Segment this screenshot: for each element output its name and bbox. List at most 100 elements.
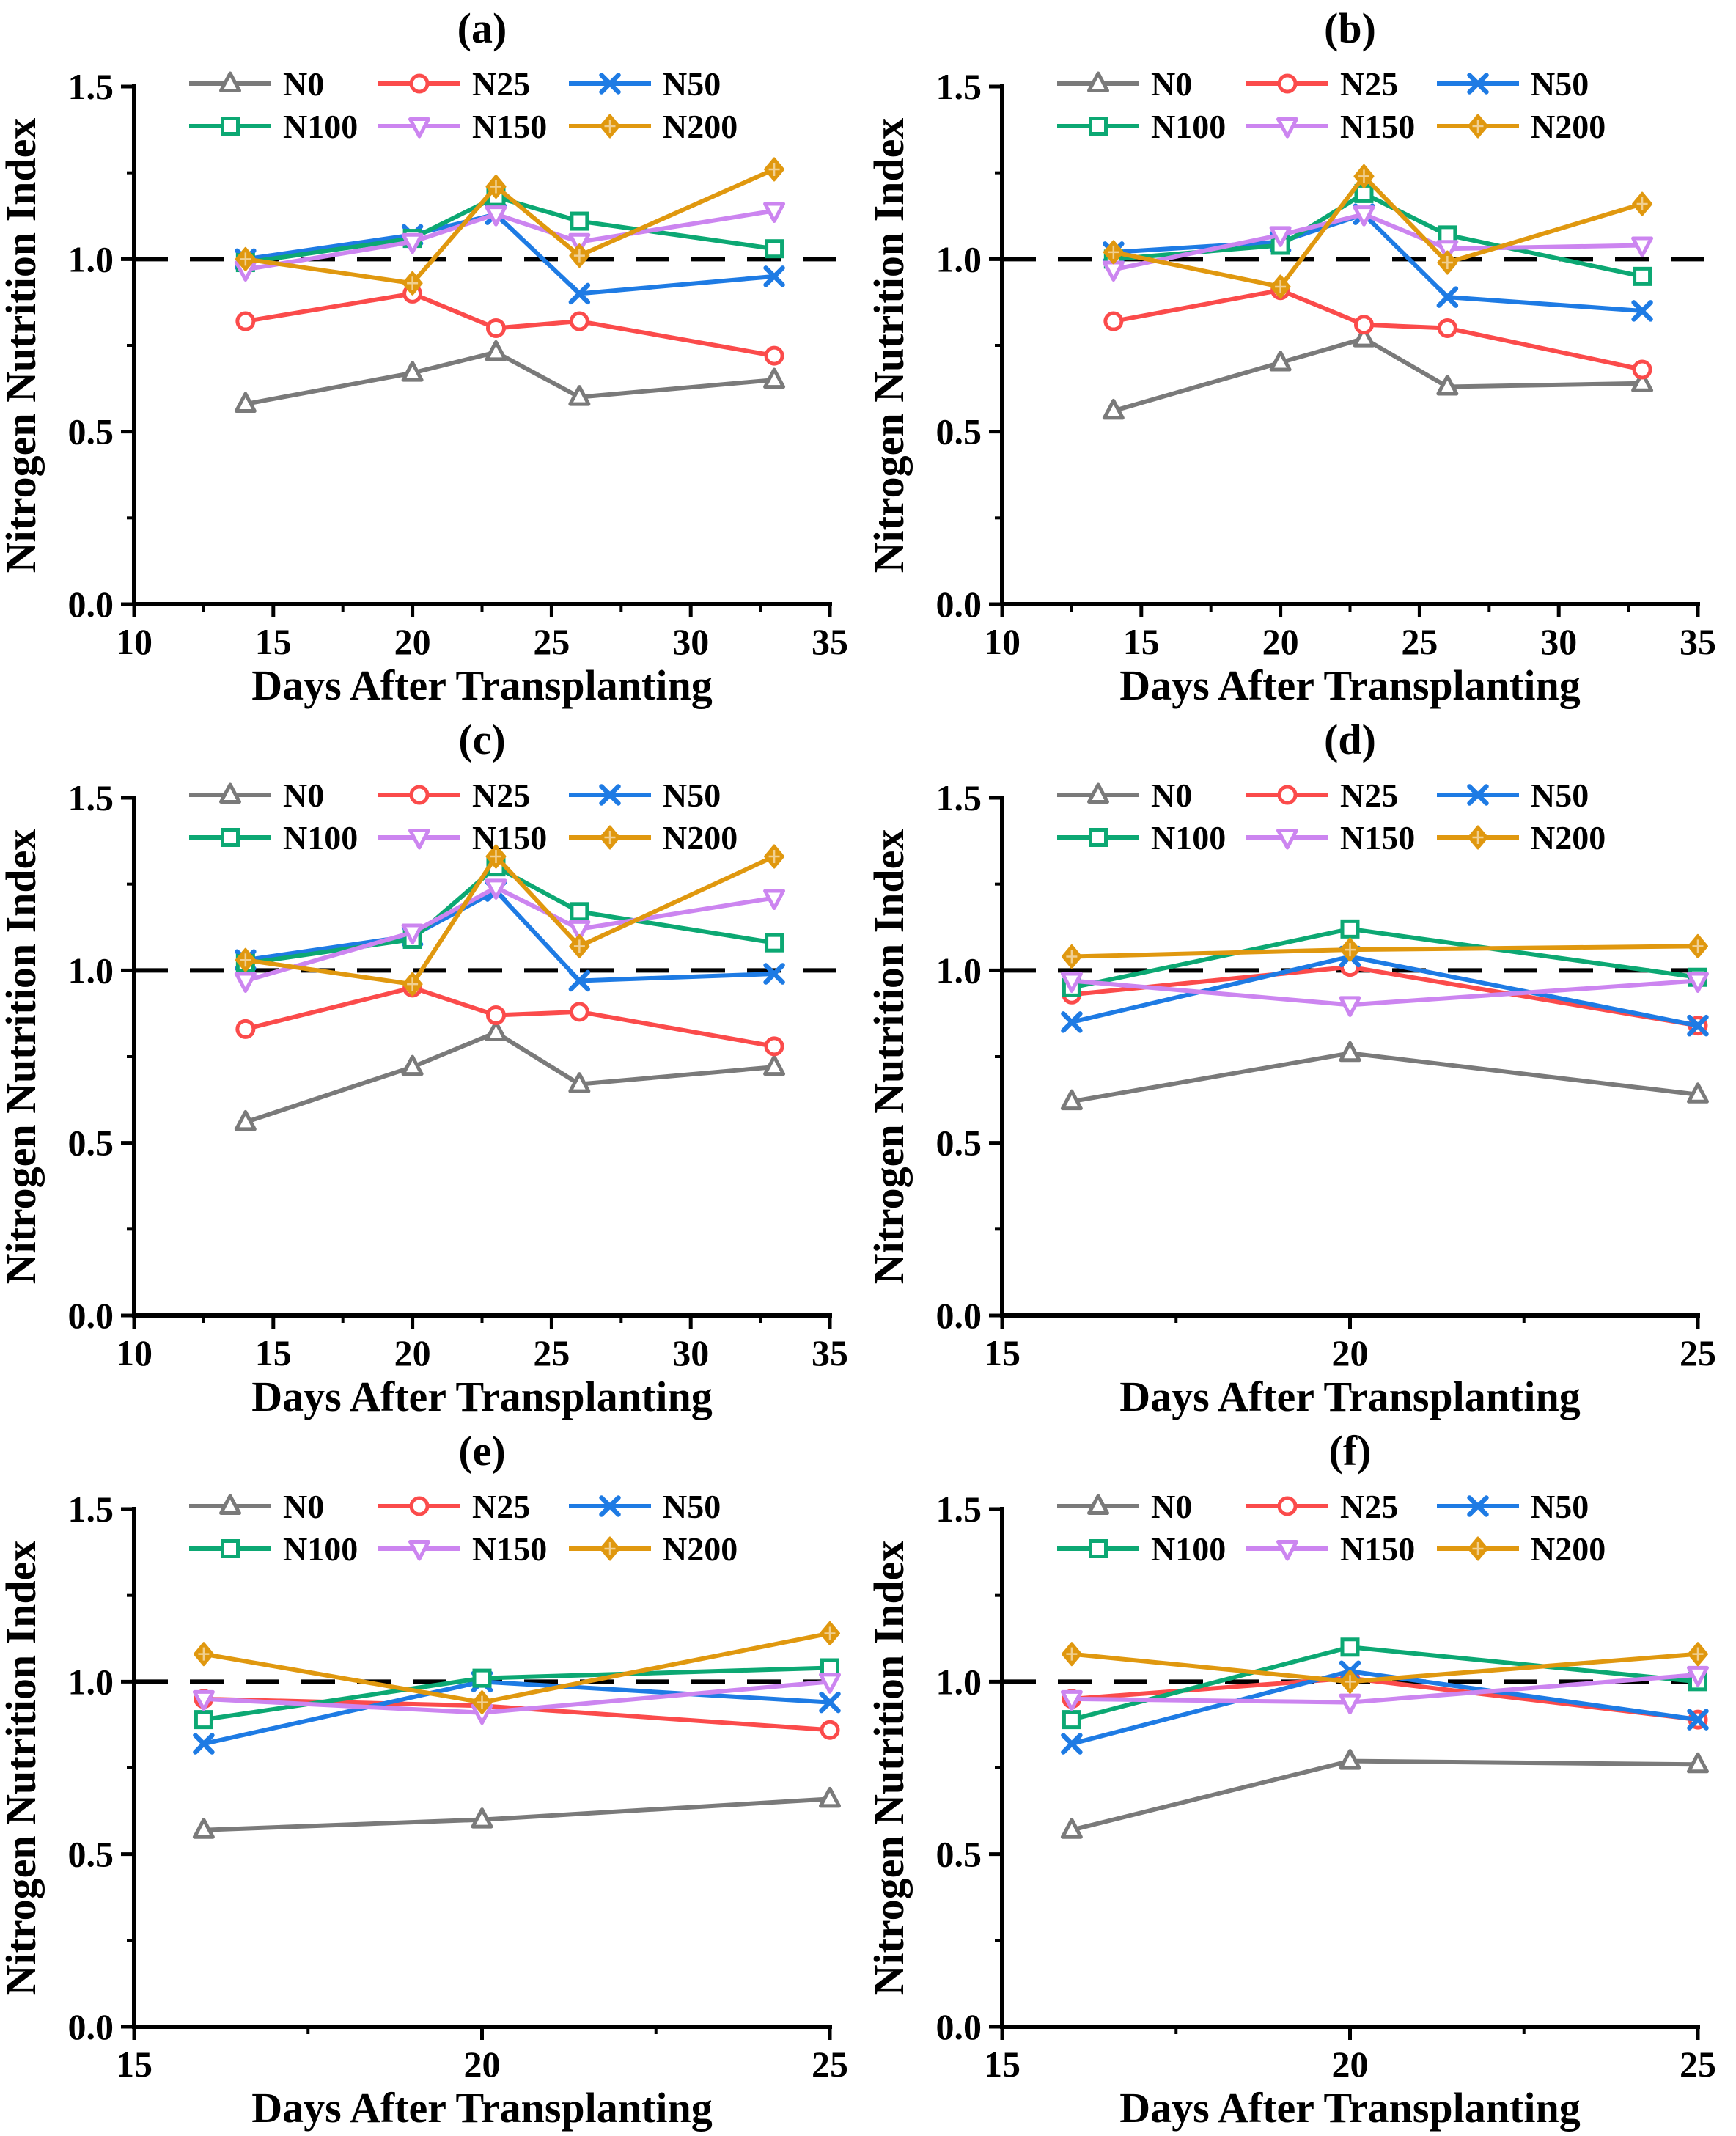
- series-line-N0: [201, 1796, 832, 1832]
- series-N0: [192, 1786, 841, 1839]
- axis-lines: [132, 1507, 832, 2029]
- marker-N50: [1687, 1014, 1709, 1037]
- marker-N200: [235, 947, 256, 972]
- marker-N0: [1687, 1082, 1709, 1104]
- legend-label: N0: [1151, 1488, 1192, 1525]
- series-N150: [1102, 205, 1654, 282]
- series-N150: [234, 202, 786, 282]
- series-N0: [1060, 1041, 1709, 1111]
- marker-N100: [1633, 266, 1652, 286]
- marker-N150: [1687, 1665, 1709, 1687]
- marker-N200: [1688, 1642, 1708, 1667]
- legend-item-N150: N150: [378, 1530, 547, 1568]
- series-line-N0: [1069, 1051, 1700, 1104]
- series-line-N25: [1111, 287, 1645, 372]
- marker-N0: [471, 1807, 493, 1829]
- y-axis: 0.0 0.5 1.0 1.5: [936, 777, 1002, 1336]
- legend-marker-N50: [599, 1495, 621, 1517]
- legend-label: N50: [663, 777, 721, 814]
- marker-N50: [819, 1691, 841, 1714]
- y-tick-label: 1.5: [936, 777, 982, 818]
- legend-label: N150: [472, 819, 547, 856]
- legend-item-N25: N25: [1246, 1488, 1398, 1525]
- legend-item-N50: N50: [1437, 65, 1589, 103]
- series-line-N50: [243, 212, 777, 296]
- legend-marker-N150: [1276, 1540, 1298, 1561]
- legend: N0 N25 N50 N100 N150 N200: [1057, 777, 1606, 856]
- legend-item-N0: N0: [189, 777, 324, 814]
- marker-N0: [234, 392, 257, 414]
- series-line-N25: [243, 985, 777, 1049]
- x-axis: 15 20 25: [984, 2027, 1716, 2085]
- series-line-N25: [243, 291, 777, 359]
- series-N200: [1061, 1642, 1708, 1694]
- legend-item-N200: N200: [569, 1530, 738, 1568]
- marker-N25: [569, 311, 589, 331]
- marker-N100: [765, 933, 784, 953]
- legend-item-N0: N0: [1057, 65, 1192, 103]
- y-tick-label: 0.5: [936, 411, 982, 452]
- axes: 0.0 0.5 1.0 1.5 10 15 20 25 30 35: [68, 777, 849, 1373]
- legend-marker-N100: [1089, 1539, 1108, 1558]
- legend-label: N25: [1340, 1488, 1398, 1525]
- legend-marker-N50: [1467, 1495, 1489, 1517]
- legend-label: N100: [1151, 1530, 1226, 1568]
- x-tick-label: 10: [116, 1332, 152, 1373]
- x-tick-label: 10: [116, 621, 152, 662]
- legend-item-N100: N100: [1057, 108, 1226, 145]
- x-tick-label: 30: [672, 1332, 709, 1373]
- marker-N150: [568, 920, 591, 942]
- legend-label: N25: [472, 1488, 530, 1525]
- marker-N200: [764, 157, 785, 182]
- legend-marker-N0: [219, 1494, 241, 1515]
- series-N200: [1061, 933, 1708, 969]
- y-tick-label: 0.5: [68, 411, 114, 452]
- legend-label: N50: [1531, 1488, 1589, 1525]
- x-tick-label: 20: [394, 1332, 431, 1373]
- x-tick-label: 30: [1540, 621, 1577, 662]
- y-tick-label: 0.0: [68, 1295, 114, 1336]
- legend-label: N50: [1531, 777, 1589, 814]
- legend-marker-N50: [1467, 784, 1489, 806]
- legend-label: N200: [1531, 108, 1606, 145]
- legend-item-N150: N150: [1246, 819, 1415, 856]
- marker-N0: [819, 1786, 841, 1808]
- legend-marker-N25: [409, 73, 430, 94]
- y-tick-label: 1.5: [68, 777, 114, 818]
- x-tick-label: 25: [1680, 2044, 1716, 2085]
- marker-N150: [234, 972, 257, 993]
- marker-N150: [1060, 972, 1083, 993]
- legend-item-N0: N0: [1057, 777, 1192, 814]
- x-tick-label: 20: [1262, 621, 1299, 662]
- legend-label: N100: [283, 819, 358, 856]
- x-tick-label: 20: [394, 621, 431, 662]
- series-N0: [1060, 1749, 1709, 1839]
- legend-item-N100: N100: [189, 819, 358, 856]
- series-N150: [1060, 1665, 1709, 1715]
- marker-N0: [485, 1020, 507, 1042]
- marker-N0: [568, 385, 591, 406]
- legend-marker-N150: [408, 829, 430, 850]
- y-tick-label: 1.0: [936, 950, 982, 991]
- legend-marker-N100: [1089, 828, 1108, 847]
- series-N50: [235, 880, 785, 992]
- x-axis: 15 20 25: [116, 2027, 848, 2085]
- y-tick-label: 0.0: [936, 584, 982, 625]
- x-axis: 10 15 20 25 30 35: [116, 604, 848, 662]
- marker-N0: [485, 340, 507, 361]
- x-tick-label: 15: [984, 1332, 1020, 1373]
- legend-label: N0: [1151, 777, 1192, 814]
- series-N50: [1061, 1660, 1709, 1755]
- y-axis-title: Nitrogen Nutrition Index: [868, 118, 913, 573]
- y-tick-label: 1.0: [68, 238, 114, 279]
- y-axis-title: Nitrogen Nutrition Index: [0, 829, 45, 1285]
- marker-N200: [1339, 937, 1361, 962]
- legend-label: N50: [663, 1488, 721, 1525]
- legend-marker-N25: [409, 785, 430, 805]
- x-tick-label: 20: [464, 2044, 501, 2085]
- legend-marker-N25: [409, 1496, 430, 1516]
- marker-N150: [763, 889, 786, 910]
- legend-marker-N200: [1468, 114, 1488, 139]
- marker-N150: [819, 1673, 841, 1694]
- y-tick-label: 1.0: [936, 238, 982, 279]
